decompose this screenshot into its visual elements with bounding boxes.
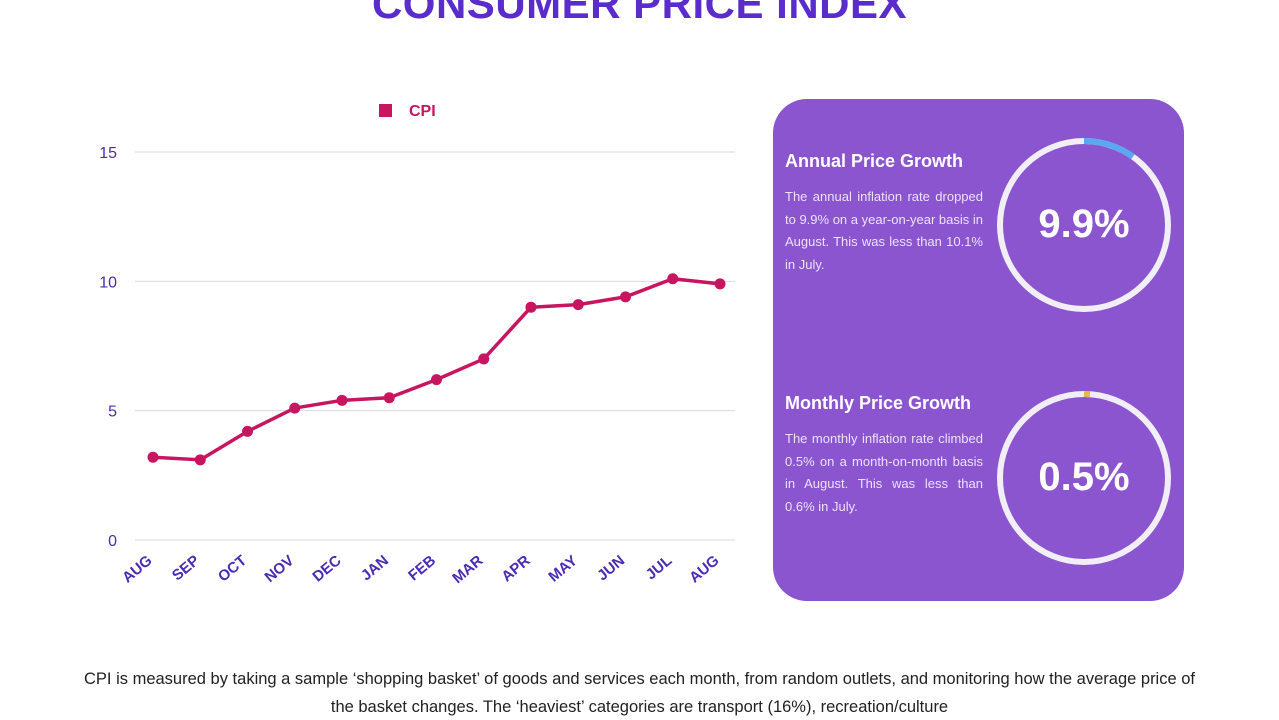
cpi-data-point <box>714 278 726 290</box>
cpi-series-line <box>151 276 722 462</box>
cpi-data-point <box>242 425 253 437</box>
legend-swatch <box>379 104 392 117</box>
x-tick-label: JUN <box>594 552 628 584</box>
cpi-data-point <box>147 451 159 463</box>
x-tick-label: JUL <box>643 552 676 583</box>
x-tick-label: DEC <box>309 552 344 585</box>
cpi-data-point <box>194 454 206 466</box>
stats-card: Annual Price Growth The annual inflation… <box>773 99 1184 601</box>
x-tick-label: JAN <box>358 552 392 584</box>
cpi-data-point <box>289 402 301 414</box>
annual-growth-description: The annual inflation rate dropped to 9.9… <box>785 189 983 272</box>
monthly-growth-description: The monthly inflation rate climbed 0.5% … <box>785 431 983 514</box>
cpi-data-point <box>383 392 395 404</box>
y-tick-label: 0 <box>108 533 117 550</box>
cpi-data-point <box>431 374 442 386</box>
y-tick-label: 10 <box>99 274 117 291</box>
y-tick-label: 5 <box>108 404 117 421</box>
legend-label: CPI <box>409 103 436 120</box>
annual-growth-value: 9.9% <box>1038 202 1130 246</box>
cpi-data-point <box>572 299 584 311</box>
x-tick-label: AUG <box>686 552 722 586</box>
cpi-data-point <box>525 301 537 313</box>
cpi-data-point <box>478 353 490 365</box>
cpi-data-point <box>620 291 631 303</box>
monthly-growth-value: 0.5% <box>1038 455 1130 499</box>
footer-note: CPI is measured by taking a sample ‘shop… <box>84 670 1195 716</box>
cpi-line-chart: 0 5 10 15 AUG SEP OCT NOV DEC JAN FEB MAR APR MAY JUN J… <box>99 103 735 587</box>
cpi-data-point <box>667 273 679 285</box>
x-tick-label: APR <box>498 552 533 585</box>
x-tick-label: OCT <box>215 552 250 585</box>
x-tick-label: SEP <box>169 552 203 584</box>
cpi-data-point <box>336 394 348 406</box>
annual-growth-heading: Annual Price Growth <box>785 151 964 171</box>
page-title: CONSUMER PRICE INDEX <box>371 0 908 27</box>
monthly-growth-heading: Monthly Price Growth <box>785 393 972 413</box>
x-tick-label: AUG <box>119 552 155 586</box>
x-tick-label: MAY <box>545 552 580 586</box>
annual-growth-ring <box>997 138 1171 312</box>
y-tick-label: 15 <box>99 145 117 162</box>
x-tick-label: FEB <box>405 552 439 584</box>
x-tick-label: NOV <box>261 552 297 586</box>
monthly-growth-ring <box>997 391 1171 565</box>
x-tick-label: MAR <box>449 552 486 587</box>
annual-ring-progress <box>997 138 1171 312</box>
monthly-ring-progress <box>997 391 1171 565</box>
